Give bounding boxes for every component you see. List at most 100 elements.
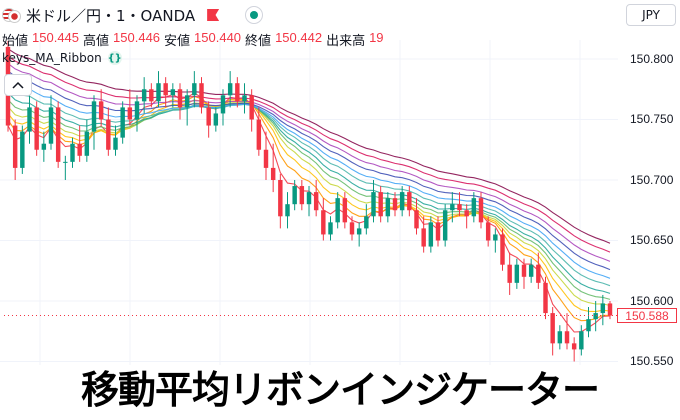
candle-body: [285, 204, 290, 217]
y-tick-label: 150.650: [630, 233, 674, 247]
close-value: 150.442: [275, 30, 323, 45]
candle-body: [177, 89, 183, 108]
candle-body: [557, 331, 563, 344]
candle-body: [507, 264, 512, 283]
candle-body: [84, 131, 90, 156]
candle-body: [20, 131, 25, 168]
candle-body: [63, 161, 68, 163]
candle-body: [464, 210, 469, 217]
candle-body: [564, 331, 570, 344]
candle-body: [242, 95, 247, 102]
candle-body: [34, 107, 39, 150]
indicator-legend[interactable]: keys_MA_Ribbon {}: [2, 51, 122, 65]
candle-body: [213, 113, 219, 126]
candle-body: [392, 198, 398, 211]
candle-body: [134, 101, 140, 120]
candle-body: [321, 210, 326, 235]
open-value: 150.445: [32, 30, 80, 45]
candle-body: [550, 313, 555, 344]
candle-body: [385, 198, 391, 217]
candle-body: [371, 192, 376, 217]
candle-body: [328, 222, 333, 235]
candle-body: [249, 95, 254, 120]
candle-body: [306, 192, 312, 205]
candle-body: [442, 210, 448, 241]
flag-icon[interactable]: [207, 9, 219, 21]
collapse-legend-button[interactable]: [4, 74, 32, 96]
candle-body: [428, 222, 434, 247]
y-tick-label: 150.550: [630, 354, 674, 368]
candle-body: [435, 222, 441, 241]
candle-body: [256, 119, 262, 150]
ma-ribbon-line: [7, 63, 611, 262]
y-tick-label: 150.800: [630, 52, 674, 66]
candle-body: [48, 107, 54, 144]
candle-body: [571, 343, 577, 350]
candle-body: [399, 192, 405, 211]
candle-body: [127, 107, 133, 120]
candle-body: [270, 167, 276, 180]
symbol-title[interactable]: 米ドル／円・1・OANDA: [26, 6, 196, 25]
candle-body: [514, 264, 520, 283]
candle-body: [184, 95, 190, 108]
candle-body: [299, 186, 305, 205]
candle-body: [227, 83, 233, 96]
ma-ribbon-line: [7, 55, 611, 253]
candle-body: [220, 95, 226, 114]
candle-body: [349, 222, 355, 235]
candle-body: [593, 313, 598, 320]
candle-body: [98, 101, 104, 120]
ohlc-legend: 始値 150.445 高値 150.446 安値 150.440 終値 150.442 …: [2, 30, 384, 49]
candle-body: [600, 303, 606, 314]
candle-body: [364, 216, 369, 229]
candle-body: [156, 83, 161, 102]
indicator-name[interactable]: keys_MA_Ribbon: [2, 51, 102, 65]
candle-body: [113, 137, 118, 150]
y-tick-label: 150.600: [630, 294, 674, 308]
candle-body: [12, 125, 18, 168]
currency-button[interactable]: JPY: [626, 4, 676, 26]
candle-body: [342, 198, 348, 223]
candle-body: [378, 192, 383, 217]
candle-body: [206, 107, 211, 126]
candle-body: [421, 228, 426, 247]
currency-pair-flags-icon: [2, 8, 21, 23]
low-label: 安値: [164, 33, 191, 48]
volume-label: 出来高: [326, 33, 366, 48]
banner-caption: 移動平均リボンインジケーター: [80, 368, 600, 412]
candle-body: [335, 198, 340, 223]
candle-body: [543, 282, 548, 314]
candle-body: [120, 107, 125, 138]
volume-value: 19: [369, 30, 384, 45]
candle-body: [528, 264, 534, 277]
candle-body: [292, 186, 297, 205]
high-label: 高値: [83, 33, 110, 48]
candle-body: [41, 143, 47, 150]
candle-body: [263, 149, 269, 168]
indicator-source-badge[interactable]: {}: [107, 51, 122, 65]
candle-body: [91, 101, 97, 132]
candle-body: [521, 264, 527, 277]
candle-body: [450, 204, 455, 211]
candle-body: [457, 204, 462, 211]
candle-body: [77, 143, 82, 156]
candle-body: [106, 119, 111, 150]
ma-ribbon-line: [7, 77, 611, 279]
candle-body: [536, 264, 541, 283]
candle-body: [485, 222, 491, 241]
candle-body: [278, 180, 283, 217]
chart-header: 米ドル／円・1・OANDA: [2, 4, 264, 26]
market-open-status-icon[interactable]: [245, 6, 264, 24]
candle-body: [607, 303, 613, 316]
candle-body: [579, 331, 584, 350]
candle-body: [471, 198, 477, 217]
ma-ribbon-line: [7, 85, 611, 287]
y-tick-label: 150.750: [630, 112, 674, 126]
candle-body: [27, 107, 32, 132]
candle-body: [493, 234, 498, 241]
last-price-tag: 150.588: [617, 308, 677, 323]
candle-body: [141, 89, 147, 102]
open-label: 始値: [2, 33, 29, 48]
candle-body: [414, 210, 419, 229]
